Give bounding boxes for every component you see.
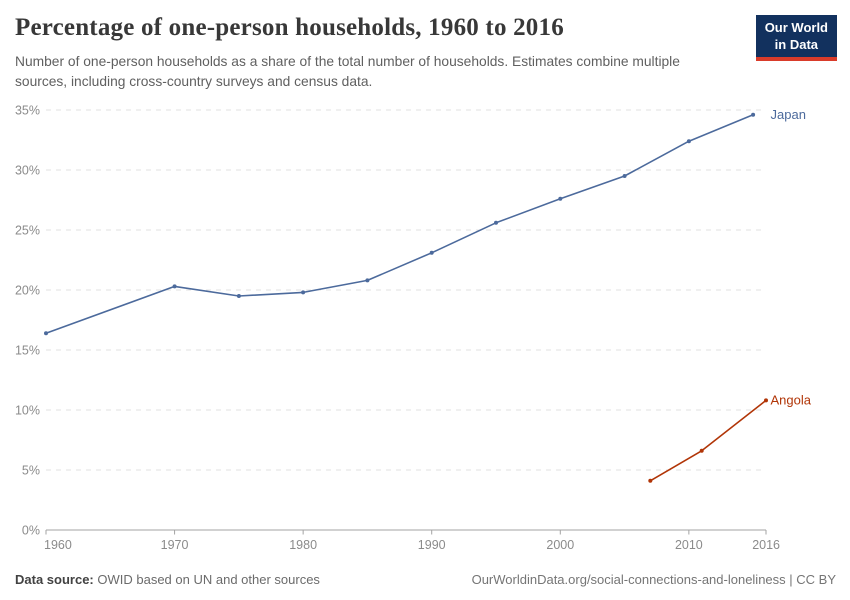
- x-tick-label: 1960: [44, 538, 72, 552]
- y-tick-label: 25%: [15, 224, 40, 238]
- data-source-note: Data source: OWID based on UN and other …: [15, 572, 320, 587]
- data-point[interactable]: [429, 250, 434, 255]
- y-tick-label: 10%: [15, 404, 40, 418]
- data-point[interactable]: [751, 112, 756, 117]
- data-point[interactable]: [301, 290, 306, 295]
- data-point[interactable]: [236, 294, 241, 298]
- chart-header: Percentage of one-person households, 196…: [15, 14, 838, 92]
- data-point[interactable]: [699, 448, 704, 453]
- chart-title: Percentage of one-person households, 196…: [15, 14, 564, 41]
- data-source-text: OWID based on UN and other sources: [97, 572, 320, 587]
- y-tick-label: 35%: [15, 104, 40, 118]
- x-tick-label: 1980: [289, 538, 317, 552]
- owid-logo[interactable]: Our World in Data: [755, 15, 837, 62]
- owid-logo-line1: Our World: [764, 20, 828, 35]
- y-tick-label: 5%: [22, 464, 40, 478]
- owid-logo-line2: in Data: [774, 36, 819, 52]
- y-tick-label: 0%: [22, 524, 40, 538]
- series-line[interactable]: [45, 114, 754, 334]
- series-label[interactable]: Angola: [771, 393, 812, 408]
- x-tick-label: 1990: [418, 538, 446, 552]
- data-point[interactable]: [764, 398, 768, 403]
- x-tick-label: 2010: [675, 538, 703, 552]
- x-tick-label: 2016: [752, 538, 780, 552]
- chart-footer: Data source: OWID based on UN and other …: [15, 572, 836, 587]
- chart-subtitle: Number of one-person households as a sha…: [15, 53, 680, 89]
- heading-block: Percentage of one-person households, 196…: [15, 14, 838, 92]
- data-point[interactable]: [648, 478, 653, 483]
- series-line[interactable]: [649, 399, 767, 482]
- x-tick-label: 2000: [546, 538, 574, 552]
- y-tick-label: 15%: [15, 344, 40, 358]
- series-japan[interactable]: Japan: [44, 107, 806, 336]
- data-point[interactable]: [44, 331, 48, 336]
- data-point[interactable]: [686, 139, 691, 144]
- data-point[interactable]: [558, 196, 563, 201]
- data-source-label: Data source:: [15, 572, 94, 587]
- series-angola[interactable]: Angola: [648, 393, 812, 483]
- data-point[interactable]: [172, 284, 177, 289]
- data-point[interactable]: [622, 174, 627, 178]
- series-label[interactable]: Japan: [771, 107, 806, 122]
- y-tick-label: 20%: [15, 284, 40, 298]
- y-tick-label: 30%: [15, 164, 40, 178]
- data-point[interactable]: [494, 220, 498, 225]
- credit-link[interactable]: OurWorldinData.org/social-connections-an…: [471, 572, 836, 587]
- x-tick-label: 1970: [161, 538, 189, 552]
- data-point[interactable]: [365, 278, 370, 283]
